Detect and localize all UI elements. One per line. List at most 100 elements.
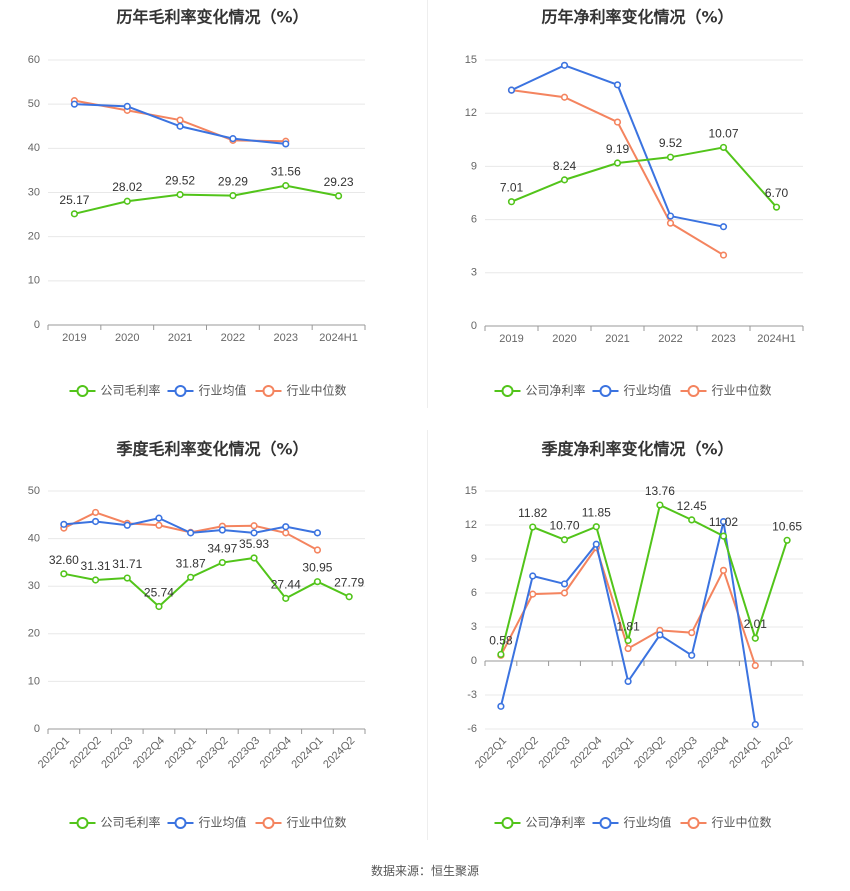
legend-marker-icon (262, 385, 275, 397)
series-point (656, 501, 664, 509)
legend-item[interactable]: 行业均值 (592, 815, 672, 830)
legend-item[interactable]: 行业中位数 (255, 383, 347, 398)
series-point (155, 514, 163, 522)
series-point (529, 523, 537, 531)
legend-label: 行业均值 (199, 383, 247, 398)
chart-title: 历年毛利率变化情况（%） (116, 8, 308, 27)
data-label: 8.24 (553, 159, 577, 173)
series-point (282, 529, 290, 537)
series-point (666, 212, 675, 220)
legend-item[interactable]: 公司净利率 (494, 815, 586, 830)
series-point (592, 523, 600, 531)
series-point (187, 573, 195, 581)
series-point (560, 580, 569, 588)
data-label: 31.31 (81, 559, 111, 573)
series-point (560, 61, 569, 69)
series-point (229, 192, 237, 200)
legend-marker-icon (174, 817, 187, 829)
y-tick-label: -6 (467, 723, 477, 735)
series-point (688, 516, 696, 524)
series-point (666, 153, 675, 161)
series-point (123, 521, 131, 529)
series-point (497, 650, 505, 659)
legend-item[interactable]: 行业均值 (592, 383, 672, 398)
series-point (282, 140, 290, 148)
series-point (666, 219, 675, 227)
x-tick-label: 2023Q4 (696, 735, 732, 771)
series-point (719, 223, 728, 231)
legend-item[interactable]: 行业中位数 (680, 383, 772, 398)
series-point (60, 570, 68, 578)
chart-svg: 季度净利率变化情况（%）-6-3036912152022Q12022Q22022… (465, 440, 804, 830)
series-line (511, 146, 778, 208)
y-tick-label: 20 (28, 628, 40, 640)
y-tick-label: 50 (28, 485, 40, 497)
y-tick-label: 15 (465, 485, 477, 497)
x-tick-label: 2022Q2 (505, 735, 541, 771)
data-label: 31.56 (271, 165, 301, 179)
series-point (719, 517, 728, 526)
x-tick-label: 2019 (499, 333, 523, 345)
series-point (218, 526, 226, 534)
series-point (751, 720, 759, 729)
data-label: 27.79 (334, 576, 364, 590)
x-tick-label: 2022Q3 (537, 735, 573, 771)
legend-marker-icon (687, 385, 700, 397)
x-tick-label: 2020 (552, 333, 576, 345)
data-label: 28.02 (112, 180, 142, 194)
series-point (772, 203, 781, 211)
legend-label: 行业中位数 (287, 815, 347, 830)
y-tick-label: 6 (471, 214, 477, 226)
legend-item[interactable]: 行业中位数 (255, 815, 347, 830)
data-label: 1.81 (616, 619, 640, 633)
legend-marker-icon (262, 817, 275, 829)
x-tick-label: 2023Q1 (163, 735, 199, 771)
x-tick-label: 2023 (274, 332, 298, 344)
x-tick-label: 2023Q3 (226, 735, 262, 771)
series-line (63, 556, 350, 608)
data-label: 29.52 (165, 174, 195, 188)
series-point (176, 122, 184, 130)
series-point (751, 634, 759, 642)
series-point (719, 532, 728, 540)
series-point (507, 198, 516, 206)
series-point (560, 589, 569, 597)
legend-label: 公司毛利率 (101, 815, 161, 830)
x-tick-label: 2023Q4 (258, 735, 294, 771)
x-tick-label: 2022Q3 (99, 735, 135, 771)
data-label: 7.01 (500, 181, 524, 195)
legend-marker-icon (599, 817, 612, 829)
y-tick-label: 10 (28, 275, 40, 287)
x-tick-label: 2024H1 (757, 333, 796, 345)
data-label: 0.58 (489, 633, 513, 647)
series-point (155, 602, 163, 611)
x-tick-label: 2023 (711, 333, 735, 345)
legend-item[interactable]: 公司净利率 (494, 383, 586, 398)
series-point (719, 143, 728, 152)
series-point (250, 522, 258, 530)
series-point (70, 100, 79, 108)
x-tick-label: 2024H1 (319, 332, 358, 344)
y-tick-label: 30 (28, 580, 40, 592)
y-tick-label: 3 (471, 621, 477, 633)
series-point (497, 702, 505, 710)
legend-item[interactable]: 公司毛利率 (69, 383, 161, 398)
series-point (155, 521, 163, 529)
series-point (282, 523, 290, 531)
y-tick-label: 9 (471, 553, 477, 565)
legend-item[interactable]: 行业均值 (167, 383, 247, 398)
legend-marker-icon (599, 385, 612, 397)
x-tick-label: 2023Q1 (600, 735, 636, 771)
legend-item[interactable]: 公司毛利率 (69, 815, 161, 830)
legend-label: 行业均值 (624, 815, 672, 830)
legend-item[interactable]: 行业中位数 (680, 815, 772, 830)
legend-label: 行业中位数 (712, 815, 772, 830)
legend-item[interactable]: 行业均值 (167, 815, 247, 830)
y-tick-label: 0 (34, 319, 40, 331)
series-point (70, 210, 79, 218)
series-point (613, 118, 622, 126)
y-tick-label: -3 (467, 689, 477, 701)
series-point (688, 629, 696, 637)
data-label: 10.70 (549, 519, 579, 533)
series-point (688, 651, 696, 659)
